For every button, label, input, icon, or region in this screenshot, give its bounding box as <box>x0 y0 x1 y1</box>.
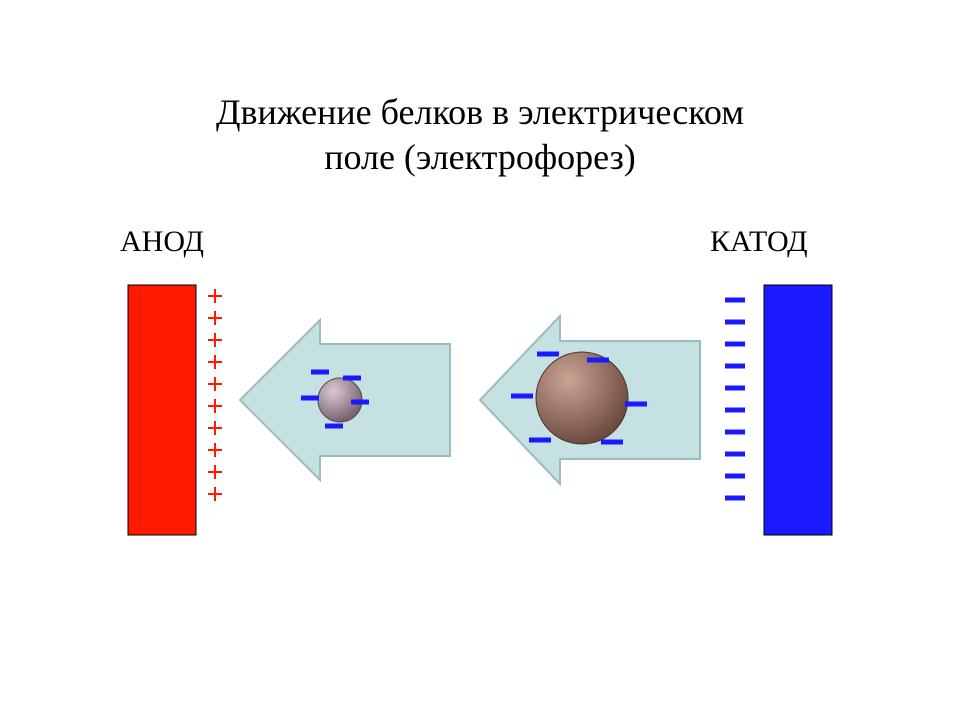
anode-plus-column <box>208 289 222 501</box>
electrophoresis-diagram <box>0 0 960 720</box>
diagram-stage: Движение белков в электрическом поле (эл… <box>0 0 960 720</box>
anode-electrode <box>128 285 196 535</box>
cathode-electrode <box>764 285 832 535</box>
cathode-minus-column <box>725 300 745 498</box>
